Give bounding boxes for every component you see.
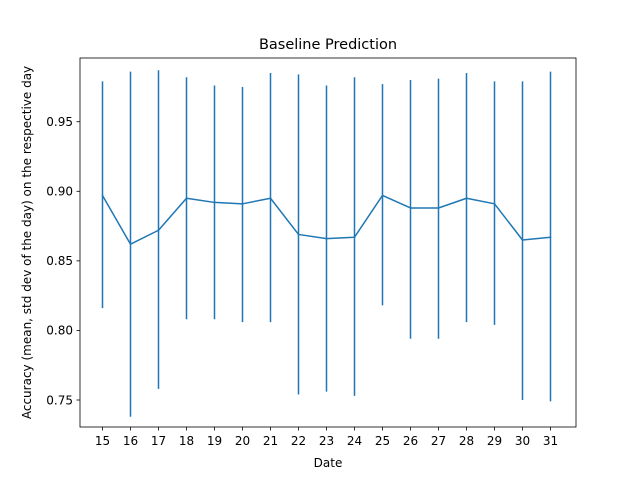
- data-point-29: [493, 203, 496, 205]
- plot-area: [101, 70, 552, 417]
- data-point-30: [521, 239, 524, 241]
- y-tick-label-0.95: 0.95: [46, 115, 73, 129]
- chart-title: Baseline Prediction: [259, 37, 397, 53]
- data-point-28: [465, 197, 468, 200]
- data-point-19: [213, 201, 216, 204]
- data-point-18: [185, 197, 188, 200]
- data-point-23: [325, 237, 328, 240]
- y-tick-label-0.75: 0.75: [46, 393, 73, 407]
- x-tick-label-31: 31: [543, 434, 558, 448]
- data-point-27: [437, 207, 440, 209]
- y-tick-label-0.90: 0.90: [46, 185, 73, 199]
- axes-frame: [79, 57, 577, 428]
- x-tick-label-15: 15: [95, 434, 110, 448]
- data-point-26: [409, 207, 412, 209]
- axis-ticks: 15 16 17 18 19 20 21 22 23 24 25 26 27 28 29 30 31 0.75 0.…: [46, 115, 558, 448]
- y-axis-label: Accuracy (mean, std dev of the day) on t…: [20, 66, 34, 419]
- x-tick-label-29: 29: [487, 434, 502, 448]
- x-tick-label-21: 21: [263, 434, 278, 448]
- x-tick-label-25: 25: [375, 434, 390, 448]
- x-axis-label: Date: [314, 456, 343, 470]
- x-tick-label-28: 28: [459, 434, 474, 448]
- x-tick-label-19: 19: [207, 434, 222, 448]
- data-point-25: [381, 194, 384, 197]
- x-tick-label-22: 22: [291, 434, 306, 448]
- data-point-21: [269, 197, 272, 200]
- x-tick-label-16: 16: [123, 434, 138, 448]
- y-tick-label-0.85: 0.85: [46, 254, 73, 268]
- x-tick-label-24: 24: [347, 434, 362, 448]
- data-point-22: [297, 233, 300, 236]
- x-tick-label-20: 20: [235, 434, 250, 448]
- y-tick-label-0.80: 0.80: [46, 324, 73, 338]
- x-tick-label-18: 18: [179, 434, 194, 448]
- x-tick-label-26: 26: [403, 434, 418, 448]
- x-tick-label-23: 23: [319, 434, 334, 448]
- data-point-17: [157, 229, 160, 232]
- x-tick-label-17: 17: [151, 434, 166, 448]
- data-point-15: [101, 194, 104, 197]
- data-point-20: [241, 203, 244, 205]
- data-point-24: [353, 236, 356, 239]
- data-point-16: [129, 243, 132, 245]
- data-point-31: [549, 236, 552, 239]
- x-tick-label-27: 27: [431, 434, 446, 448]
- x-tick-label-30: 30: [515, 434, 530, 448]
